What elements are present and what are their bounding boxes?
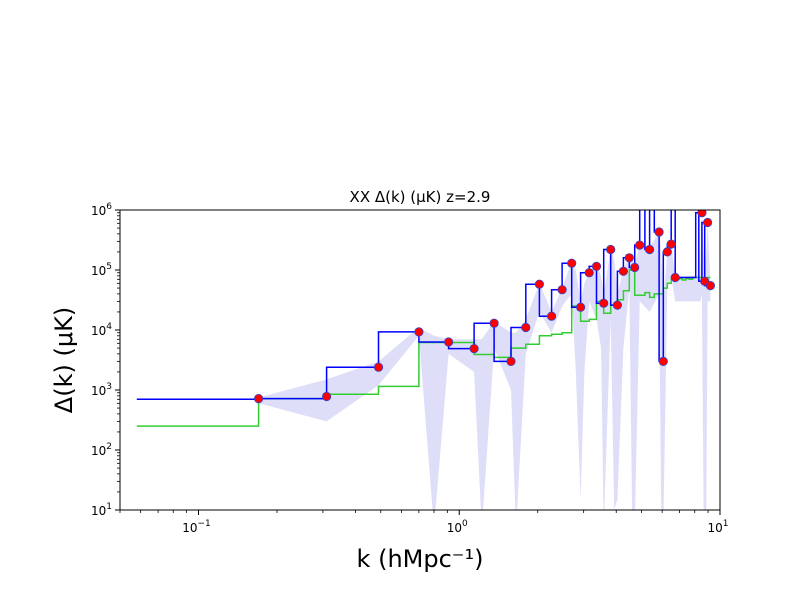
y-axis-label: Δ(k) (μK) (50, 307, 78, 413)
data-point (630, 262, 640, 273)
data-point (705, 280, 716, 291)
data-point (612, 300, 623, 310)
y-tick-label: 106 (91, 202, 112, 218)
data-point (254, 393, 264, 404)
y-tick-label: 102 (91, 442, 112, 458)
y-tick-label: 104 (91, 322, 112, 338)
data-point (644, 244, 655, 255)
y-tick-label: 105 (91, 262, 112, 278)
data-point (521, 322, 531, 333)
data-point (373, 362, 384, 372)
data-point (606, 244, 616, 255)
data-point (697, 210, 707, 218)
data-point (670, 272, 680, 283)
data-point (489, 318, 499, 328)
data-point (618, 266, 629, 276)
data-point (635, 240, 645, 250)
y-tick-label: 103 (91, 382, 112, 398)
data-point (506, 356, 516, 366)
data-point (624, 253, 634, 263)
data-point (662, 247, 672, 257)
y-tick-label: 101 (91, 502, 112, 518)
data-point (414, 327, 424, 337)
data-point (599, 298, 609, 308)
x-axis-label: k (hMpc⁻¹) (357, 545, 484, 573)
data-point (567, 258, 577, 268)
axes-frame (119, 209, 721, 511)
data-point (321, 391, 332, 402)
x-tick-label: 10−1 (182, 519, 211, 535)
error-band (258, 211, 711, 510)
data-point (443, 337, 454, 347)
x-tick-label: 100 (447, 519, 468, 535)
data-point (557, 285, 567, 295)
data-point (654, 227, 664, 237)
data-point (469, 343, 479, 354)
plot-area (136, 210, 716, 510)
data-point (666, 239, 676, 249)
x-tick-label: 101 (707, 519, 728, 535)
data-point (584, 268, 594, 278)
data-point (591, 261, 602, 271)
data-point (534, 279, 545, 289)
tick-layer: 10−1 100 101 101 102 103 104 105 106 (91, 202, 729, 535)
data-point (546, 311, 557, 321)
chart-title: XX Δ(k) (μK) z=2.9 (350, 188, 491, 206)
data-point (702, 217, 713, 228)
data-point (658, 356, 668, 366)
data-point (575, 302, 586, 312)
